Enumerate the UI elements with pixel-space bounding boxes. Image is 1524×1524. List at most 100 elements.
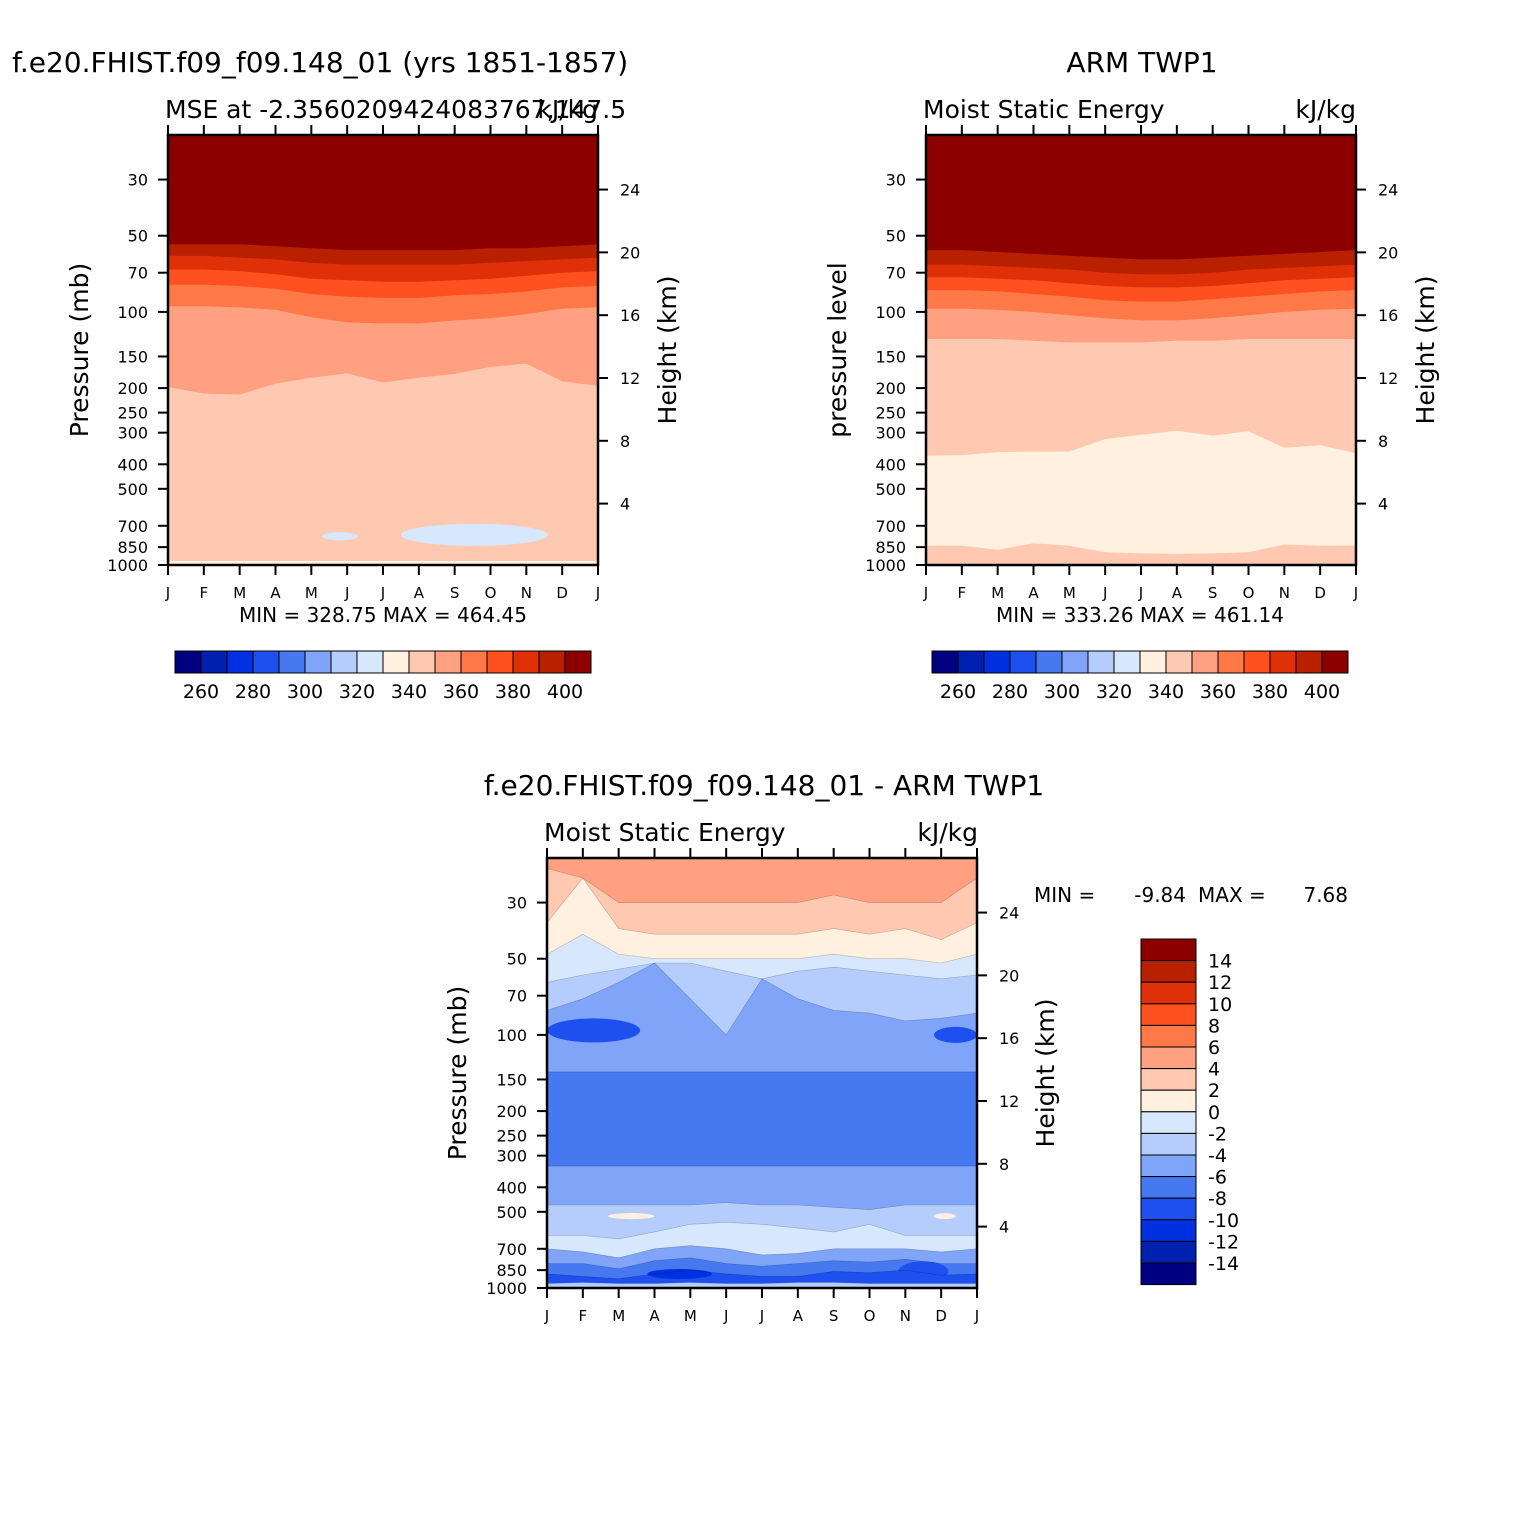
contour-pocket-model bbox=[400, 523, 548, 546]
y-tick-label-diff: 200 bbox=[496, 1102, 527, 1121]
panel-model-title: f.e20.FHIST.f09_f09.148_01 (yrs 1851-185… bbox=[12, 46, 628, 79]
h-tick-label-obs: 16 bbox=[1378, 306, 1398, 325]
x-tick-label-diff: O bbox=[864, 1307, 876, 1325]
h-tick-label-diff: 8 bbox=[999, 1155, 1009, 1174]
x-tick-label-obs: J bbox=[1138, 584, 1143, 602]
colorbar-label-obs: 340 bbox=[1148, 681, 1184, 703]
y-tick-label-model: 70 bbox=[128, 264, 148, 283]
colorbar-label-diff: -8 bbox=[1208, 1188, 1227, 1210]
colorbar-swatch-obs bbox=[1139, 650, 1167, 674]
y-tick-label-obs: 150 bbox=[875, 347, 906, 366]
colorbar-label-obs: 300 bbox=[1044, 681, 1080, 703]
contour-band-diff-12 bbox=[547, 1282, 977, 1288]
h-tick-label-diff: 24 bbox=[999, 904, 1019, 923]
colorbar-swatch-diff bbox=[1140, 960, 1197, 983]
colorbar-swatch-diff bbox=[1140, 938, 1197, 962]
colorbar-label-obs: 320 bbox=[1096, 681, 1132, 703]
colorbar-swatch-model bbox=[330, 650, 358, 674]
contour-band-332-obs bbox=[926, 543, 1356, 565]
contour-line-diff-1 bbox=[546, 877, 978, 940]
x-tick-label-diff: F bbox=[579, 1307, 588, 1325]
colorbar-swatch-obs bbox=[1295, 650, 1323, 674]
colorbar-swatch-model bbox=[408, 650, 436, 674]
y-tick-label-model: 100 bbox=[117, 303, 148, 322]
colorbar-swatch-diff bbox=[1140, 1068, 1197, 1091]
x-tick-label-obs: A bbox=[1028, 584, 1039, 602]
y-tick-label-model: 1000 bbox=[107, 556, 148, 575]
y-tick-label-model: 700 bbox=[117, 517, 148, 536]
colorbar-label-diff: 8 bbox=[1208, 1015, 1220, 1037]
x-tick-label-diff: M bbox=[612, 1307, 625, 1325]
contour-pocket-diff-1 bbox=[934, 1026, 977, 1043]
h-tick-label-obs: 20 bbox=[1378, 243, 1398, 262]
y-tick-label-diff: 250 bbox=[496, 1127, 527, 1146]
contour-band-340-model bbox=[168, 363, 598, 565]
colorbar-swatch-obs bbox=[957, 650, 985, 674]
colorbar-swatch-model bbox=[200, 650, 228, 674]
panel-diff: f.e20.FHIST.f09_f09.148_01 - ARM TWP1 Mo… bbox=[443, 769, 1348, 1325]
panel-diff-units: kJ/kg bbox=[917, 818, 978, 847]
y-tick-label-obs: 300 bbox=[875, 424, 906, 443]
colorbar-label-obs: 360 bbox=[1200, 681, 1236, 703]
y-tick-label-model: 150 bbox=[117, 347, 148, 366]
colorbar-swatch-model bbox=[278, 650, 306, 674]
contour-band-bottom-model bbox=[168, 561, 598, 565]
colorbar-swatch-model bbox=[174, 650, 202, 674]
panel-obs-units: kJ/kg bbox=[1295, 95, 1356, 124]
y-tick-label-diff: 100 bbox=[496, 1026, 527, 1045]
colorbar-label-diff: -6 bbox=[1208, 1167, 1227, 1189]
colorbar-swatch-model bbox=[226, 650, 254, 674]
colorbar-swatch-diff bbox=[1140, 1046, 1197, 1070]
colorbar-label-model: 320 bbox=[339, 681, 375, 703]
colorbar-label-obs: 380 bbox=[1252, 681, 1288, 703]
contour-line-diff-10 bbox=[547, 1257, 977, 1270]
x-tick-label-obs: M bbox=[991, 584, 1004, 602]
y-tick-label-diff: 700 bbox=[496, 1240, 527, 1259]
x-tick-label-diff: J bbox=[974, 1307, 979, 1325]
colorbar-label-diff: 4 bbox=[1208, 1059, 1220, 1081]
y-tick-label-model: 250 bbox=[117, 404, 148, 423]
colorbar-label-obs: 400 bbox=[1304, 681, 1340, 703]
x-tick-label-diff: A bbox=[649, 1307, 660, 1325]
y-tick-label-obs: 850 bbox=[875, 538, 906, 557]
colorbar-label-obs: 260 bbox=[940, 681, 976, 703]
colorbar-swatch-diff bbox=[1140, 981, 1197, 1005]
colorbar-label-diff: -12 bbox=[1208, 1231, 1239, 1253]
colorbar-swatch-model bbox=[356, 650, 384, 674]
colorbar-label-diff: 10 bbox=[1208, 994, 1232, 1016]
colorbar-swatch-model bbox=[564, 650, 592, 674]
colorbar-label-obs: 280 bbox=[992, 681, 1028, 703]
x-tick-label-diff: J bbox=[759, 1307, 764, 1325]
colorbar-swatch-obs bbox=[983, 650, 1011, 674]
x-tick-label-model: O bbox=[485, 584, 497, 602]
colorbar-label-model: 280 bbox=[235, 681, 271, 703]
colorbar-swatch-diff bbox=[1140, 1240, 1197, 1264]
colorbar-swatch-diff bbox=[1140, 1154, 1197, 1178]
colorbar-label-model: 300 bbox=[287, 681, 323, 703]
colorbar-label-diff: -2 bbox=[1208, 1123, 1227, 1145]
x-tick-label-model: N bbox=[521, 584, 532, 602]
x-tick-label-model: A bbox=[414, 584, 425, 602]
h-tick-label-model: 4 bbox=[620, 495, 630, 514]
y-tick-label-diff: 30 bbox=[507, 894, 527, 913]
colorbar-swatch-diff bbox=[1140, 1132, 1197, 1156]
colorbar-swatch-obs bbox=[1035, 650, 1063, 674]
y-tick-label-obs: 700 bbox=[875, 517, 906, 536]
x-tick-label-diff: J bbox=[544, 1307, 549, 1325]
x-tick-label-model: J bbox=[380, 584, 385, 602]
h-tick-label-diff: 16 bbox=[999, 1029, 1019, 1048]
x-tick-label-obs: O bbox=[1243, 584, 1255, 602]
panel-diff-max-value: 7.68 bbox=[1303, 883, 1348, 907]
x-tick-label-model: S bbox=[450, 584, 460, 602]
h-tick-label-obs: 8 bbox=[1378, 432, 1388, 451]
colorbar-label-diff: 2 bbox=[1208, 1080, 1220, 1102]
colorbar-label-model: 360 bbox=[443, 681, 479, 703]
panel-diff-ylabel: Pressure (mb) bbox=[443, 986, 472, 1160]
h-tick-label-diff: 12 bbox=[999, 1092, 1019, 1111]
panel-obs-ylabel: pressure level bbox=[823, 262, 852, 437]
colorbar-swatch-diff bbox=[1140, 1176, 1197, 1199]
panel-obs-ylabel-right: Height (km) bbox=[1411, 276, 1440, 425]
x-tick-label-obs: D bbox=[1314, 584, 1326, 602]
